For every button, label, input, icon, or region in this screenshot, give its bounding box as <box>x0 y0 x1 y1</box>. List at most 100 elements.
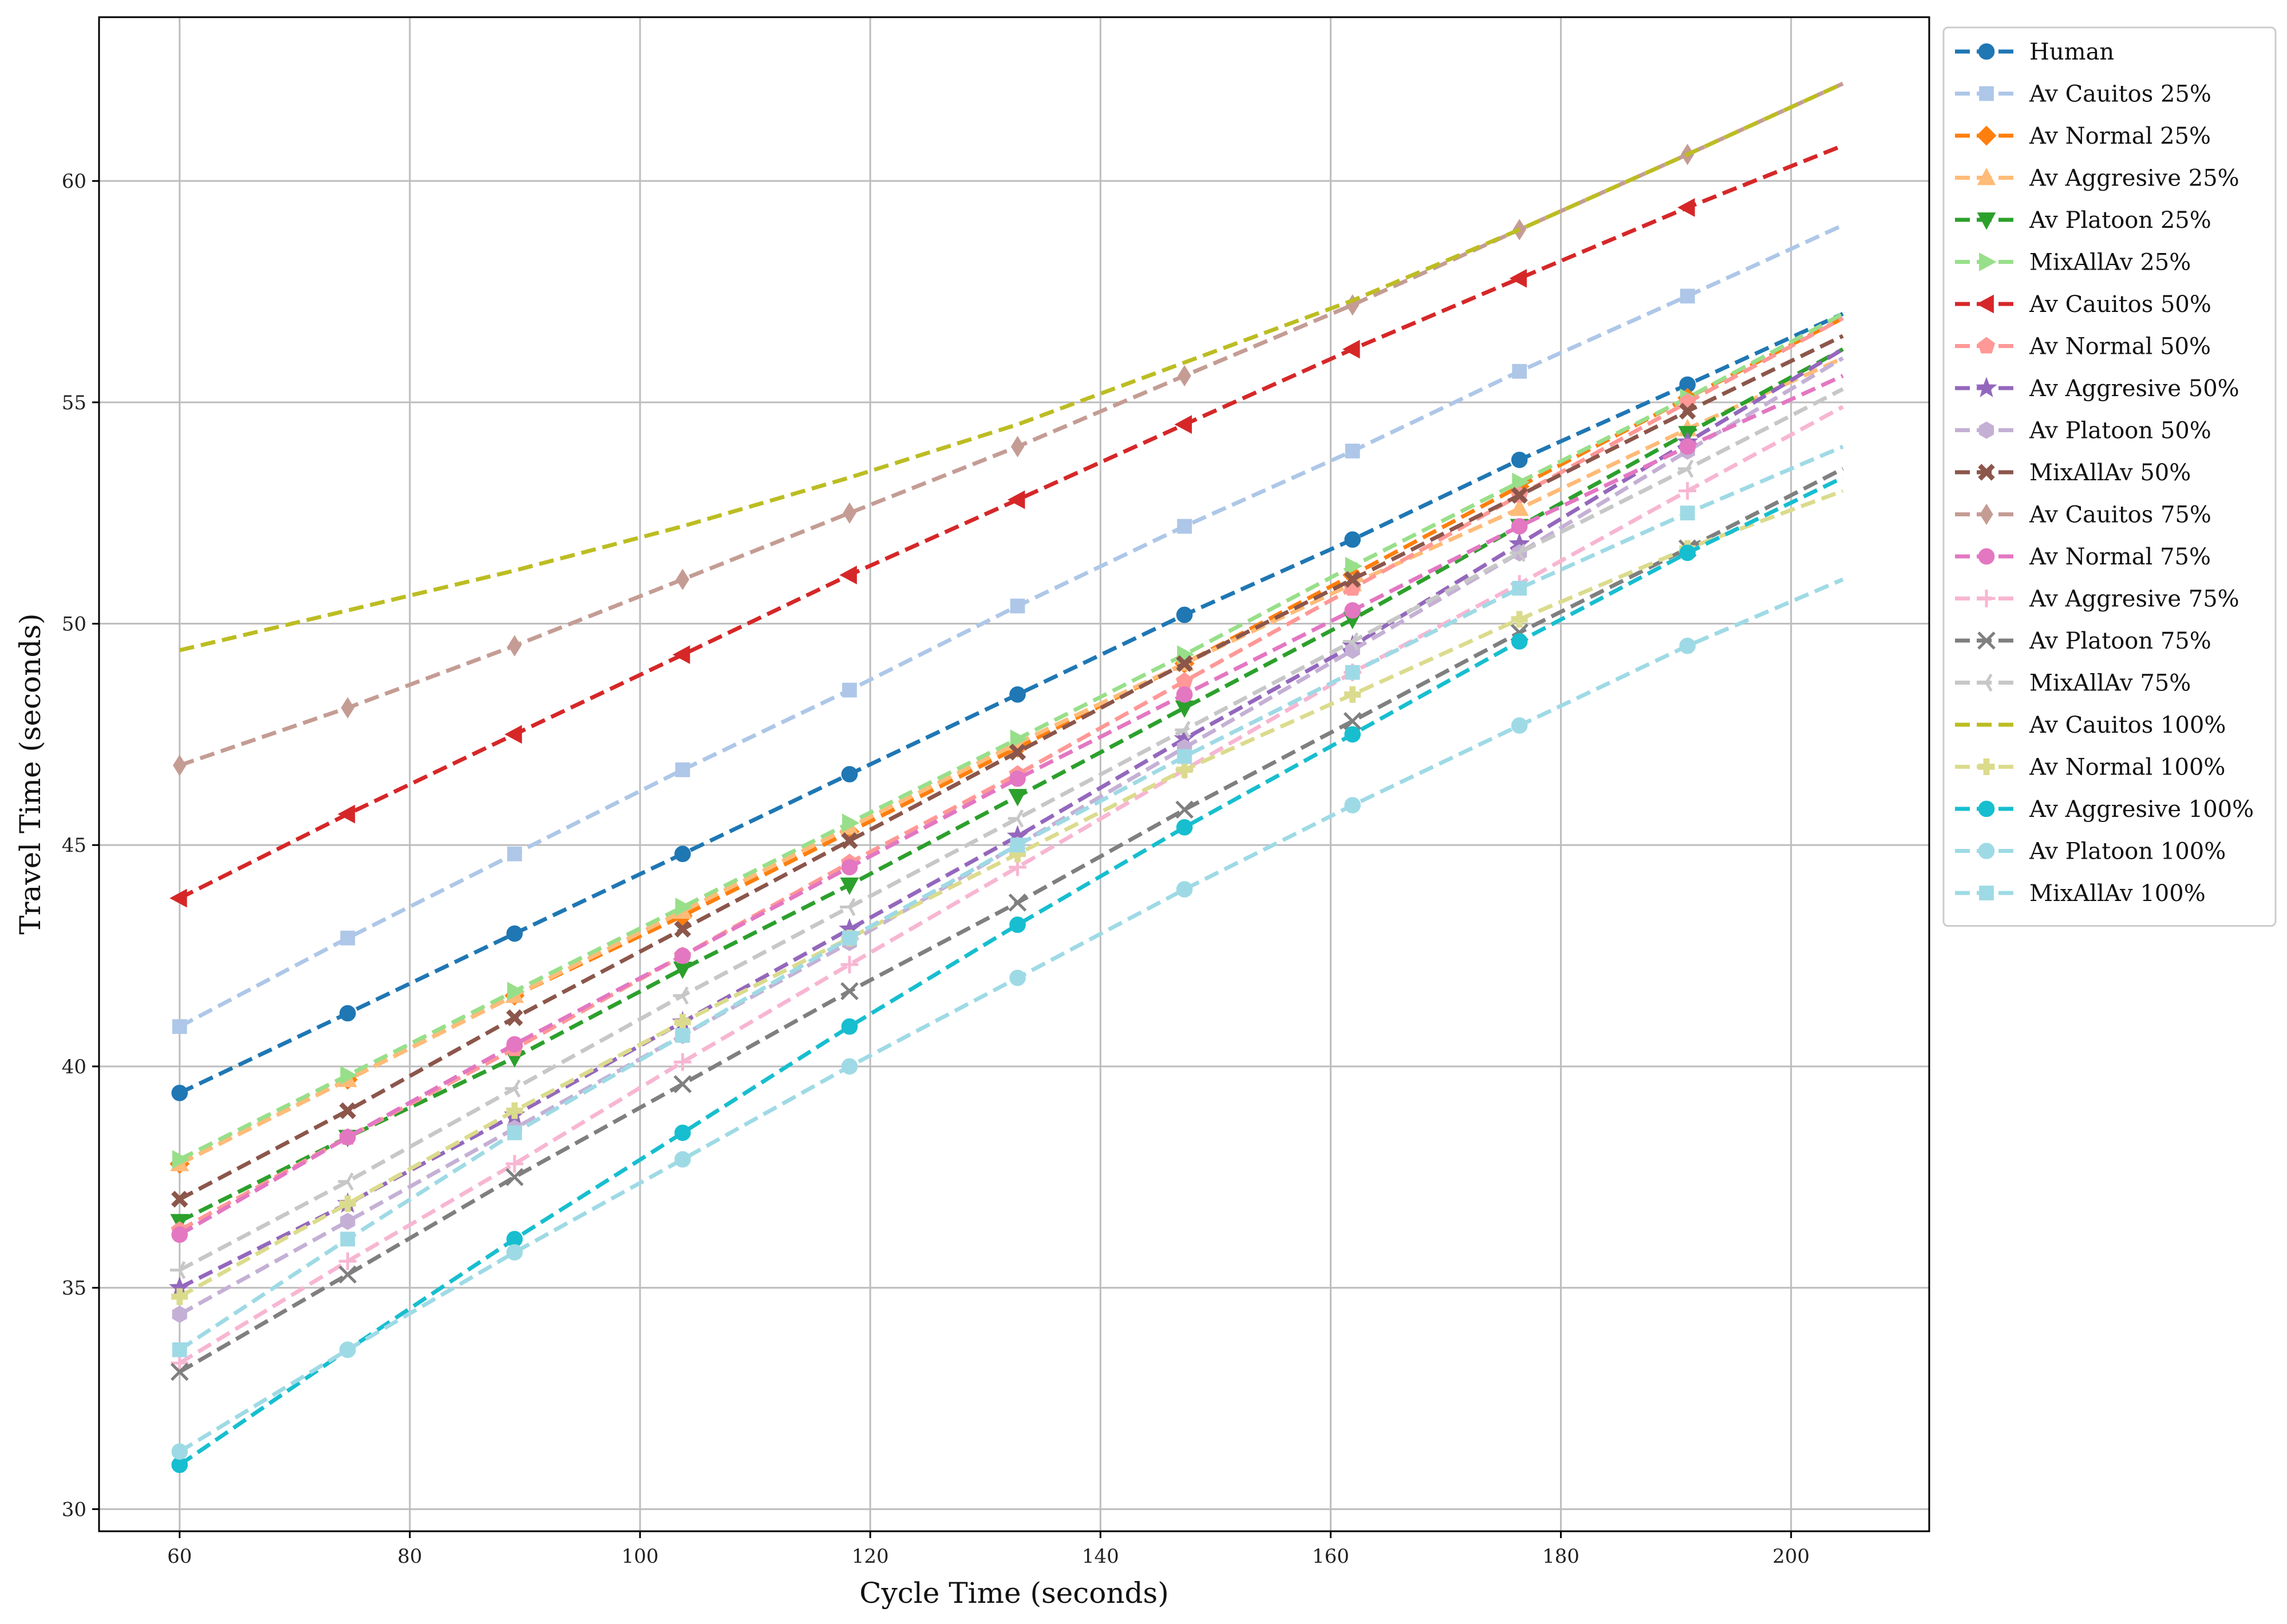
legend-item-av-platoon-75pct: Av Platoon 75% <box>1955 628 2211 654</box>
legend-marker <box>1979 886 1994 900</box>
series-line-av-aggresive-50pct <box>179 347 1844 1290</box>
legend-label: Av Normal 75% <box>2029 544 2211 570</box>
data-point-av-cauitos-50pct <box>1008 490 1025 509</box>
data-point-av-cauitos-75pct <box>341 697 354 719</box>
data-point-av-cauitos-25pct <box>1010 598 1025 614</box>
data-point-av-aggresive-25pct <box>1510 498 1529 516</box>
data-point-mixallav-25pct <box>172 1149 190 1169</box>
legend-label: Av Platoon 100% <box>2029 839 2226 865</box>
legend-item-av-cauitos-50pct: Av Cauitos 50% <box>1955 291 2211 318</box>
data-point-av-normal-75pct <box>506 1036 523 1053</box>
y-axis-label: Travel Time (seconds) <box>14 613 47 934</box>
data-point-av-platoon-100pct <box>171 1443 188 1460</box>
legend-marker <box>1976 125 1997 146</box>
data-point-mixallav-75pct <box>673 986 689 1005</box>
legend-item-av-aggresive-75pct: Av Aggresive 75% <box>1955 586 2239 613</box>
legend-marker <box>1978 548 1995 565</box>
data-point-av-platoon-75pct <box>170 1362 189 1381</box>
data-point-av-normal-75pct <box>171 1226 188 1243</box>
data-point-av-cauitos-75pct <box>676 568 690 590</box>
data-point-av-aggresive-75pct <box>840 955 859 974</box>
data-point-human <box>1176 606 1193 623</box>
legend-label: Av Cauitos 75% <box>2029 502 2211 528</box>
plot-frame <box>98 16 1930 1532</box>
data-point-mixallav-50pct <box>1344 571 1361 588</box>
legend-marker <box>1978 421 1994 439</box>
x-tick-label: 160 <box>1312 1545 1349 1568</box>
data-point-mixallav-100pct <box>507 1125 522 1140</box>
data-point-av-platoon-75pct <box>1175 800 1194 819</box>
series-av-aggresive-25pct <box>170 356 1844 1171</box>
data-point-av-platoon-100pct <box>1679 637 1696 654</box>
data-point-mixallav-75pct <box>338 1172 354 1191</box>
legend-label: Av Platoon 25% <box>2029 207 2211 234</box>
data-point-mixallav-100pct <box>1345 665 1360 680</box>
data-point-av-cauitos-75pct <box>508 635 522 657</box>
data-point-av-normal-75pct <box>1009 770 1026 787</box>
series-line-av-aggresive-75pct <box>178 405 1844 1365</box>
series-av-cauitos-25pct <box>172 223 1844 1034</box>
legend-label: Human <box>2029 39 2114 65</box>
data-point-mixallav-25pct <box>842 813 860 832</box>
axis-ticks: 60 80 100 120 140 160 180 200 30 35 40 45 50 55 60 <box>62 170 1810 1568</box>
data-point-av-platoon-100pct <box>1511 717 1528 734</box>
data-point-mixallav-50pct <box>1009 744 1026 761</box>
legend-label: Av Platoon 75% <box>2029 628 2211 654</box>
series-line-av-cauitos-50pct <box>179 144 1844 900</box>
data-point-av-cauitos-25pct <box>675 762 690 777</box>
legend-label: Av Normal 50% <box>2029 334 2211 360</box>
series-mixallav-25pct <box>172 312 1844 1169</box>
legend-item-mixallav-100pct: MixAllAv 100% <box>1955 880 2206 907</box>
data-point-mixallav-75pct <box>1008 809 1024 828</box>
data-point-av-normal-75pct <box>1176 686 1193 703</box>
data-point-av-platoon-75pct <box>1343 712 1362 730</box>
data-point-av-normal-75pct <box>1344 602 1361 619</box>
data-point-av-platoon-25pct <box>840 877 859 895</box>
series-lines <box>169 81 1844 1473</box>
series-line-mixallav-75pct <box>179 387 1844 1272</box>
data-point-av-aggresive-100pct <box>841 1018 858 1035</box>
data-point-av-cauitos-75pct <box>1010 436 1025 457</box>
legend-marker <box>1979 252 1997 271</box>
data-point-av-cauitos-25pct <box>1177 519 1192 534</box>
legend-label: MixAllAv 75% <box>2029 670 2191 697</box>
legend-item-mixallav-75pct: MixAllAv 75% <box>1955 670 2191 697</box>
series-av-platoon-100pct <box>171 577 1844 1460</box>
data-point-av-platoon-75pct <box>840 982 859 1001</box>
data-point-av-platoon-50pct <box>1345 641 1360 659</box>
data-point-av-aggresive-75pct <box>171 1354 189 1372</box>
data-point-mixallav-50pct <box>1679 402 1696 420</box>
legend-item-av-platoon-100pct: Av Platoon 100% <box>1955 839 2226 865</box>
data-point-mixallav-100pct <box>172 1342 187 1357</box>
legend-item-av-cauitos-100pct: Av Cauitos 100% <box>1955 712 2226 738</box>
legend-marker <box>1978 800 1995 817</box>
data-point-av-cauitos-25pct <box>842 682 857 698</box>
data-point-av-cauitos-50pct <box>1509 268 1527 288</box>
legend-label: Av Normal 100% <box>2029 754 2225 781</box>
data-point-av-aggresive-100pct <box>1679 544 1696 562</box>
series-line-av-normal-50pct <box>179 316 1844 1232</box>
data-point-av-platoon-75pct <box>1008 894 1027 912</box>
data-point-av-normal-75pct <box>1679 438 1696 455</box>
data-point-av-platoon-50pct <box>172 1305 187 1323</box>
data-point-mixallav-25pct <box>1512 472 1530 492</box>
legend: Human Av Cauitos 25% Av Normal 25% Av Aggre… <box>1942 26 2277 927</box>
data-point-human <box>841 766 858 783</box>
data-point-mixallav-100pct <box>1177 749 1192 764</box>
data-point-mixallav-100pct <box>1010 837 1025 853</box>
data-point-av-normal-75pct <box>1511 518 1528 535</box>
data-point-av-aggresive-75pct <box>505 1155 524 1173</box>
legend-label: MixAllAv 50% <box>2029 460 2191 486</box>
data-point-mixallav-75pct <box>1510 544 1526 562</box>
data-point-mixallav-50pct <box>339 1102 357 1119</box>
data-point-mixallav-100pct <box>340 1231 356 1247</box>
series-mixallav-50pct <box>171 334 1844 1208</box>
data-point-human <box>674 845 691 863</box>
data-point-mixallav-75pct <box>1175 721 1191 739</box>
data-point-av-normal-50pct <box>1175 672 1194 689</box>
series-av-normal-75pct <box>171 374 1844 1243</box>
legend-item-av-normal-50pct: Av Normal 50% <box>1955 334 2211 360</box>
data-point-human <box>1511 452 1528 468</box>
legend-item-av-platoon-25pct: Av Platoon 25% <box>1955 207 2211 234</box>
y-tick-label: 50 <box>62 613 86 636</box>
